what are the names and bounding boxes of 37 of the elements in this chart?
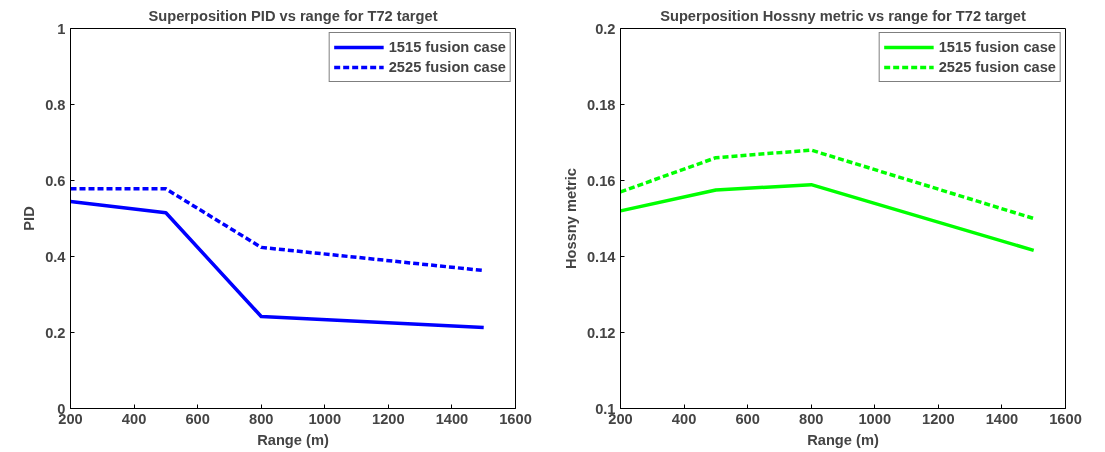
y-axis-title: Hossny metric [562,167,579,269]
x-tick-label: 1400 [985,410,1019,427]
x-tick-label: 1600 [1049,410,1082,427]
legend-label: 1515 fusion case [388,39,506,55]
x-tick-label: 600 [185,410,210,427]
x-tick-label: 600 [735,410,760,427]
x-tick-label: 1600 [499,410,532,427]
y-tick-label: 0.4 [45,248,67,265]
x-axis-title: Range (m) [807,431,879,448]
x-tick-label: 1200 [372,410,405,427]
y-tick-label: 0.12 [586,324,616,341]
x-tick-label: 1400 [435,410,469,427]
x-tick-label: 400 [121,410,147,427]
x-tick-label: 800 [248,410,274,427]
x-tick-label: 1000 [308,410,342,427]
legend-label: 1515 fusion case [938,39,1056,55]
y-tick-label: 0.2 [45,324,66,341]
x-axis-title: Range (m) [257,431,329,448]
x-tick-label: 400 [671,410,697,427]
y-axis-title: PID [21,206,38,231]
y-tick-label: 1 [57,20,66,37]
y-tick-label: 0.16 [586,172,616,189]
x-tick-label: 1000 [858,410,892,427]
y-tick-label: 0.6 [45,172,66,189]
legend-label: 2525 fusion case [388,59,506,75]
y-tick-label: 0.2 [595,20,616,37]
line-series [620,148,1036,221]
chart-title: Superposition Hossny metric vs range for T72 target [660,7,1026,24]
y-tick-label: 0.14 [586,248,617,265]
y-tick-label: 0.18 [586,96,616,113]
line-series [70,199,486,330]
legend-label: 2525 fusion case [938,59,1056,75]
line-series [620,182,1036,253]
y-tick-label: 0.8 [45,96,66,113]
x-tick-label: 800 [798,410,824,427]
chart-title: Superposition PID vs range for T72 target [148,7,438,24]
x-tick-label: 1200 [922,410,955,427]
